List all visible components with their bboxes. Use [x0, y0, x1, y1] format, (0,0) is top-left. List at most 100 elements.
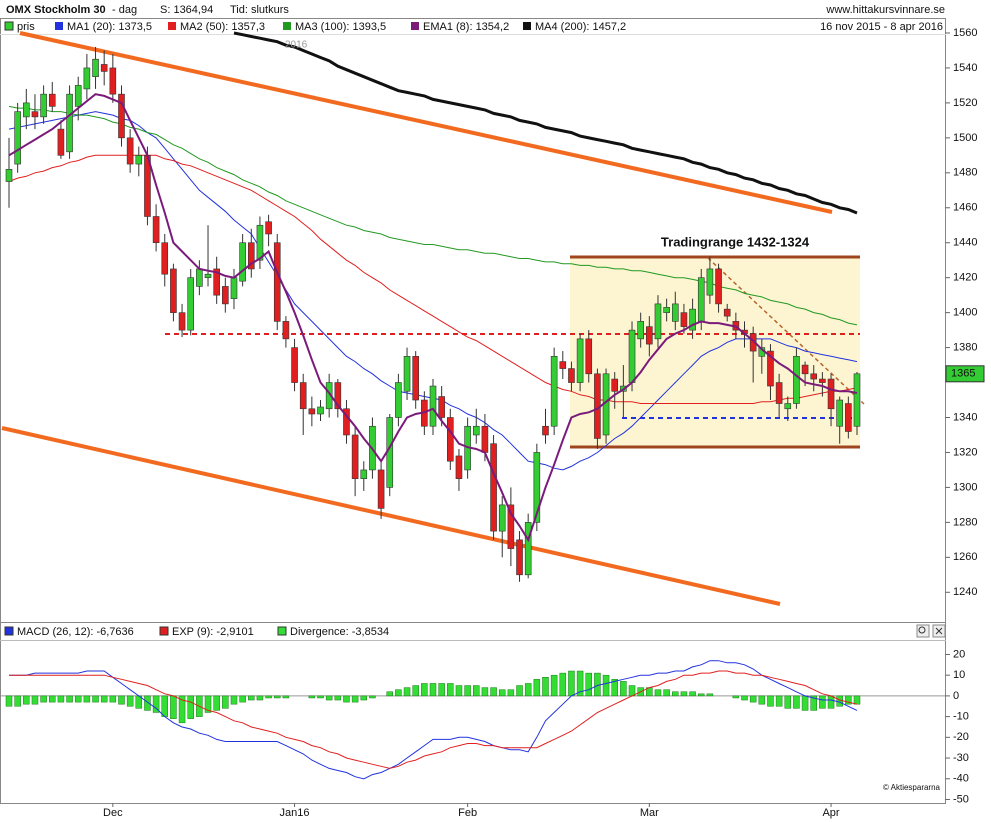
- divergence-bar: [369, 695, 376, 699]
- close-glyph: [935, 627, 943, 635]
- divergence-bar: [767, 695, 774, 707]
- divergence-bar: [550, 674, 558, 697]
- trendline-short: [707, 257, 865, 405]
- divergence-bar: [516, 685, 523, 697]
- legend-swatch: [4, 626, 14, 636]
- y-tick-label: 1520: [953, 97, 977, 109]
- candle-body: [5, 169, 13, 182]
- series-line: [233, 31, 858, 215]
- last-value: S: 1364,94: [160, 4, 213, 16]
- divergence-bar: [170, 695, 177, 719]
- candle-body: [646, 326, 653, 345]
- candle-body: [671, 303, 679, 322]
- price-plot: [1, 31, 865, 606]
- y-tick-label: -30: [953, 752, 969, 764]
- divergence-bar: [498, 689, 506, 697]
- y-tick-label: 0: [953, 690, 959, 702]
- divergence-bar: [628, 685, 636, 697]
- candle-body: [48, 93, 56, 107]
- candle-body: [92, 58, 99, 77]
- x-tick-label: Feb: [458, 807, 477, 819]
- legend-swatch: [277, 626, 287, 636]
- candle-body: [533, 452, 541, 523]
- divergence-bar: [602, 674, 610, 697]
- candle-body: [576, 338, 584, 383]
- candle-body: [152, 216, 160, 244]
- candle-body: [57, 128, 65, 156]
- divergence-bar: [40, 695, 47, 703]
- time-mode: Tid: slutkurs: [230, 4, 289, 16]
- divergence-bar: [447, 683, 454, 697]
- divergence-bar: [273, 695, 281, 699]
- candle-body: [247, 242, 255, 270]
- candle-body: [637, 321, 644, 340]
- candle-body: [170, 268, 177, 313]
- macd-icons: [916, 624, 946, 638]
- candle-body: [680, 312, 688, 327]
- candle-body: [498, 504, 506, 532]
- divergence-bar: [611, 679, 618, 697]
- divergence-bar: [784, 695, 792, 709]
- x-tick-label: Dec: [103, 807, 123, 819]
- candle-body: [126, 137, 134, 165]
- candle-body: [83, 67, 91, 90]
- candle-body: [118, 93, 125, 139]
- candle-body: [784, 403, 792, 410]
- divergence-bar: [758, 695, 766, 705]
- candle-body: [196, 268, 203, 287]
- last-price-label: 1365: [951, 368, 975, 380]
- candle-body: [317, 406, 324, 415]
- candle-body: [273, 242, 281, 322]
- candle-body: [213, 268, 220, 296]
- candle-body: [178, 312, 186, 331]
- y-tick-label: 1380: [953, 341, 977, 353]
- candle-body: [490, 443, 497, 532]
- candle-body: [706, 268, 714, 296]
- candle-body: [611, 378, 619, 392]
- y-tick-label: -40: [953, 773, 969, 785]
- divergence-bar: [663, 689, 670, 697]
- divergence-bar: [213, 695, 220, 711]
- candle-body: [109, 67, 117, 95]
- divergence-bar: [490, 687, 497, 697]
- candle-body: [66, 93, 73, 153]
- candle-body: [845, 403, 852, 432]
- legend-label: MA1 (20): 1373,5: [67, 21, 152, 33]
- divergence-bar: [412, 685, 419, 697]
- divergence-bar: [585, 672, 593, 697]
- annotation: Tradingrange 1432-1324: [661, 234, 810, 249]
- y-tick-label: 1440: [953, 237, 977, 249]
- year-marker: 2016: [285, 40, 308, 51]
- legend-swatch: [283, 22, 291, 30]
- legend-label: EMA1 (8): 1354,2: [423, 21, 509, 33]
- candle-body: [810, 373, 818, 380]
- divergence-bar: [845, 695, 852, 705]
- series-line: [9, 670, 858, 769]
- divergence-bar: [741, 695, 748, 701]
- divergence-bar: [66, 695, 73, 703]
- divergence-bar: [533, 679, 541, 697]
- candle-body: [187, 277, 195, 331]
- divergence-bar: [118, 695, 125, 705]
- candle-body: [516, 539, 523, 576]
- legend-label: MACD (26, 12): -6,7636: [17, 626, 134, 638]
- candle-body: [239, 242, 246, 282]
- candle-body: [135, 155, 143, 165]
- candle-body: [568, 368, 575, 383]
- candle-body: [663, 307, 670, 313]
- y-tick-label: -20: [953, 731, 969, 743]
- x-tick-label: Jan16: [280, 807, 310, 819]
- y-tick-label: 1340: [953, 411, 977, 423]
- chart-title: OMX Stockholm 30: [6, 4, 106, 16]
- divergence-bar: [308, 695, 316, 699]
- candle-body: [429, 385, 437, 427]
- divergence-bar: [680, 691, 688, 697]
- x-tick-label: Mar: [640, 807, 659, 819]
- divergence-bar: [31, 695, 39, 705]
- divergence-bar: [230, 695, 238, 705]
- candle-body: [161, 242, 169, 275]
- y-tick-label: 1480: [953, 167, 977, 179]
- divergence-bar: [14, 695, 21, 707]
- candle-body: [689, 308, 696, 331]
- divergence-bar: [706, 693, 714, 697]
